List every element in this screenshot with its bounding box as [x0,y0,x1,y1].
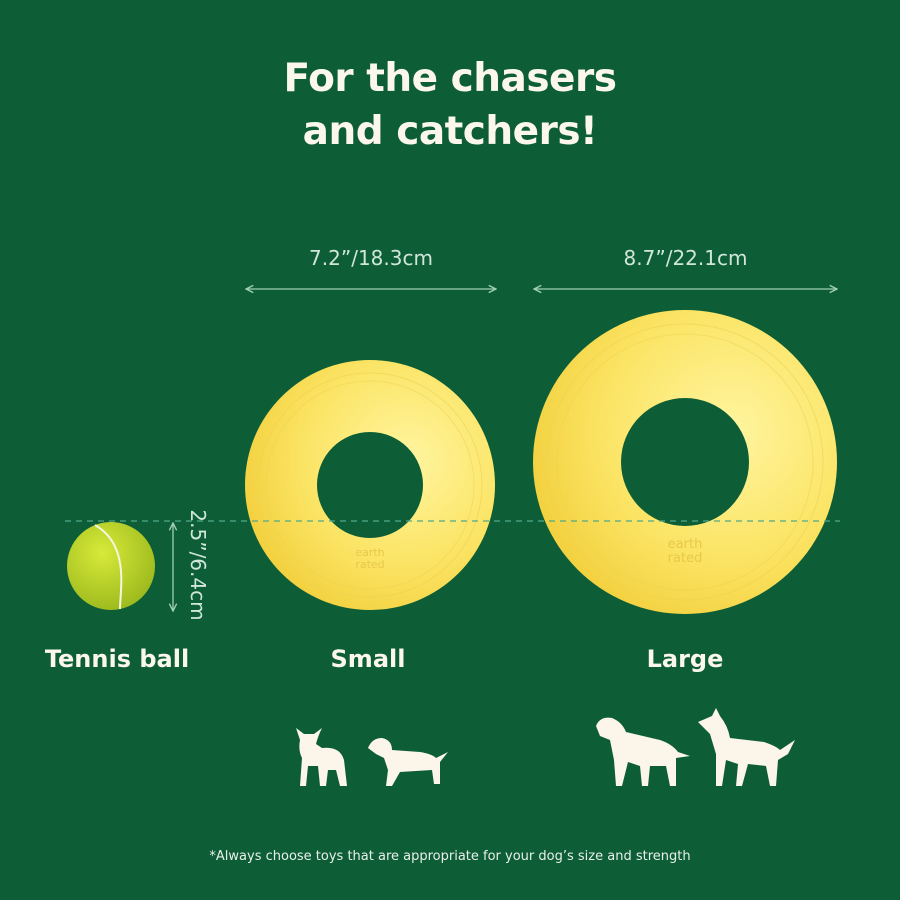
title-line-1: For the chasers [283,56,617,101]
footnote: *Always choose toys that are appropriate… [209,849,691,864]
svg-text:rated: rated [355,558,384,571]
large-size-label: Large [646,645,724,673]
labrador-icon [596,717,690,786]
small-size-label: Small [330,645,406,673]
dachshund-icon [368,738,448,786]
page-title: For the chasers and catchers! [0,52,900,158]
small-dimension-label: 7.2”/18.3cm [309,246,433,270]
title-line-2: and catchers! [302,109,598,154]
tennis-ball [67,522,155,610]
svg-text:rated: rated [668,551,703,566]
shepherd-dog-icon [698,708,795,786]
ring-logo: earth [355,546,384,559]
small-ring-toy: earth rated [245,360,495,610]
tennis-ball-label: Tennis ball [44,645,190,673]
ring-logo: earth [668,537,703,552]
french-bulldog-icon [296,728,347,786]
large-dimension-label: 8.7”/22.1cm [623,246,748,270]
large-ring-toy: earth rated [533,310,837,614]
